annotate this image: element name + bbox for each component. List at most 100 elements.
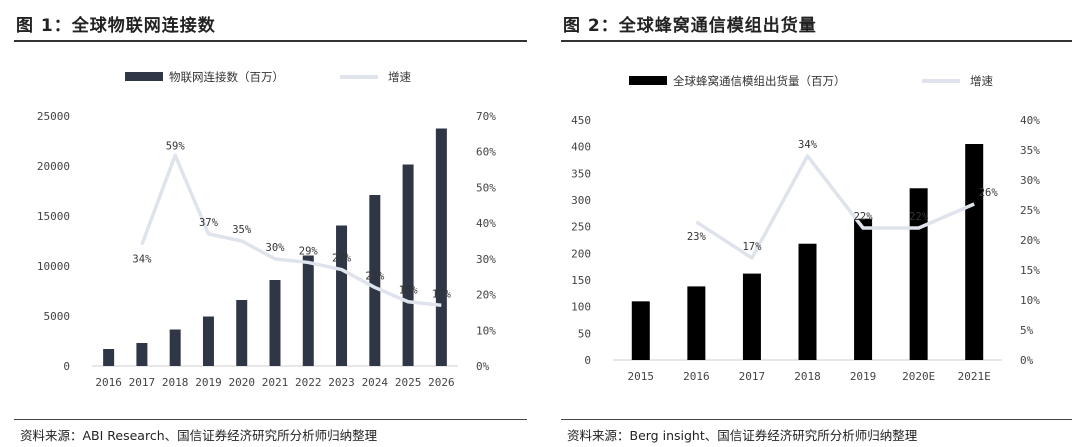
bar <box>269 280 281 366</box>
bar <box>742 273 761 360</box>
growth-data-label: 35% <box>232 224 252 236</box>
growth-line <box>140 153 442 308</box>
y-tick-label-right: 40% <box>1020 114 1040 127</box>
growth-data-label: 26% <box>979 187 999 199</box>
bar <box>965 144 984 360</box>
bar <box>202 316 214 366</box>
x-tick-label: 2019 <box>195 376 222 389</box>
chart-2-plot: 全球蜂窝通信模组出货量（百万） 增速 0 50 100 150 200 250 300 350 40… <box>571 74 1040 383</box>
bar <box>909 188 928 360</box>
bar <box>798 243 817 360</box>
x-tick-label: 2016 <box>95 376 122 389</box>
growth-data-label: 17% <box>432 288 452 300</box>
chart-title-bar: 图 1：全球物联网连接数 <box>14 6 527 42</box>
x-tick-label: 2026 <box>428 376 455 389</box>
x-tick-label: 2018 <box>162 376 189 389</box>
bar <box>103 349 115 366</box>
y-tick-label-left: 5000 <box>44 310 71 323</box>
chart-title: 图 2：全球蜂窝通信模组出货量 <box>563 16 817 36</box>
growth-data-label: 30% <box>266 242 286 254</box>
y-tick-label-right: 20% <box>1020 234 1040 247</box>
y-tick-label-left: 0 <box>63 360 70 373</box>
legend-bar-swatch <box>125 72 163 81</box>
y-tick-label-right: 5% <box>1020 324 1034 337</box>
y-tick-label-right: 20% <box>476 289 496 302</box>
growth-data-label: 37% <box>199 217 219 229</box>
y-tick-label-right: 70% <box>476 110 496 123</box>
y-tick-label-left: 0 <box>584 354 591 367</box>
source-divider <box>14 419 527 420</box>
bar <box>402 164 414 366</box>
y-tick-label-right: 50% <box>476 181 496 194</box>
x-tick-label: 2018 <box>794 370 821 383</box>
y-tick-label-left: 250 <box>571 221 591 234</box>
y-tick-label-right: 30% <box>476 253 496 266</box>
y-tick-label-right: 30% <box>1020 174 1040 187</box>
x-tick-label: 2021E <box>958 370 991 383</box>
x-tick-label: 2020 <box>228 376 255 389</box>
chart-panel-1: 图 1：全球物联网连接数 物联网连接数（百万） 增速 0 5000 10000 15000… <box>0 0 535 447</box>
bar <box>302 255 314 366</box>
legend-line-label: 增速 <box>388 70 411 84</box>
bar <box>687 286 706 360</box>
growth-data-label: 22% <box>365 270 385 282</box>
y-tick-label-left: 300 <box>571 194 591 207</box>
chart-1-plot: 物联网连接数（百万） 增速 0 5000 10000 15000 20000 25000 0% 1… <box>37 70 496 389</box>
y-tick-label-left: 100 <box>571 301 591 314</box>
y-tick-label-right: 25% <box>1020 204 1040 217</box>
y-tick-label-left: 10000 <box>37 260 70 273</box>
legend-bar-label: 物联网连接数（百万） <box>169 70 284 84</box>
x-tick-label: 2020E <box>902 370 935 383</box>
x-tick-label: 2024 <box>362 376 389 389</box>
bar <box>435 128 447 366</box>
x-tick-label: 2022 <box>295 376 322 389</box>
y-tick-label-right: 40% <box>476 217 496 230</box>
y-tick-label-left: 200 <box>571 247 591 260</box>
x-tick-label: 2025 <box>395 376 422 389</box>
chart-panel-2: 图 2：全球蜂窝通信模组出货量 全球蜂窝通信模组出货量（百万） 增速 0 50 100 1… <box>547 0 1080 447</box>
y-tick-label-right: 15% <box>1020 264 1040 277</box>
growth-data-label: 29% <box>299 245 319 257</box>
x-tick-label: 2023 <box>328 376 355 389</box>
x-tick-label: 2019 <box>850 370 877 383</box>
legend-bar-label: 全球蜂窝通信模组出货量（百万） <box>673 74 846 88</box>
y-tick-label-right: 0% <box>476 360 490 373</box>
chart-title: 图 1：全球物联网连接数 <box>16 16 216 36</box>
legend-line-label: 增速 <box>970 74 993 88</box>
bar <box>136 343 148 366</box>
chart-title-bar: 图 2：全球蜂窝通信模组出货量 <box>561 6 1072 42</box>
y-tick-label-left: 150 <box>571 274 591 287</box>
x-tick-label: 2017 <box>739 370 766 383</box>
bar <box>169 329 181 366</box>
y-tick-label-left: 50 <box>578 327 591 340</box>
bar <box>369 195 381 366</box>
y-tick-label-left: 20000 <box>37 160 70 173</box>
x-tick-label: 2021 <box>262 376 289 389</box>
growth-data-label: 23% <box>687 231 707 243</box>
growth-data-label: 59% <box>166 140 186 152</box>
y-tick-label-right: 35% <box>1020 144 1040 157</box>
source-note: 资料来源：ABI Research、国信证券经济研究所分析师归纳整理 <box>20 428 378 443</box>
x-tick-label: 2016 <box>683 370 710 383</box>
bar <box>854 218 873 360</box>
growth-data-label: 34% <box>798 139 818 151</box>
y-tick-label-right: 10% <box>1020 294 1040 307</box>
y-tick-label-left: 15000 <box>37 210 70 223</box>
growth-line <box>695 154 975 260</box>
bar <box>236 300 248 366</box>
growth-data-label: 18% <box>399 285 419 297</box>
y-tick-label-left: 25000 <box>37 110 70 123</box>
growth-data-label: 34% <box>132 254 152 266</box>
y-tick-label-right: 0% <box>1020 354 1034 367</box>
y-tick-label-right: 60% <box>476 146 496 159</box>
bar <box>336 225 348 366</box>
source-divider <box>561 419 1072 420</box>
growth-data-label: 22% <box>909 211 929 223</box>
source-note: 资料来源：Berg insight、国信证券经济研究所分析师归纳整理 <box>567 428 918 443</box>
x-tick-label: 2015 <box>628 370 655 383</box>
y-tick-label-left: 400 <box>571 141 591 154</box>
y-tick-label-left: 350 <box>571 167 591 180</box>
x-tick-label: 2017 <box>129 376 156 389</box>
growth-data-label: 27% <box>332 253 352 265</box>
growth-data-label: 22% <box>854 211 874 223</box>
